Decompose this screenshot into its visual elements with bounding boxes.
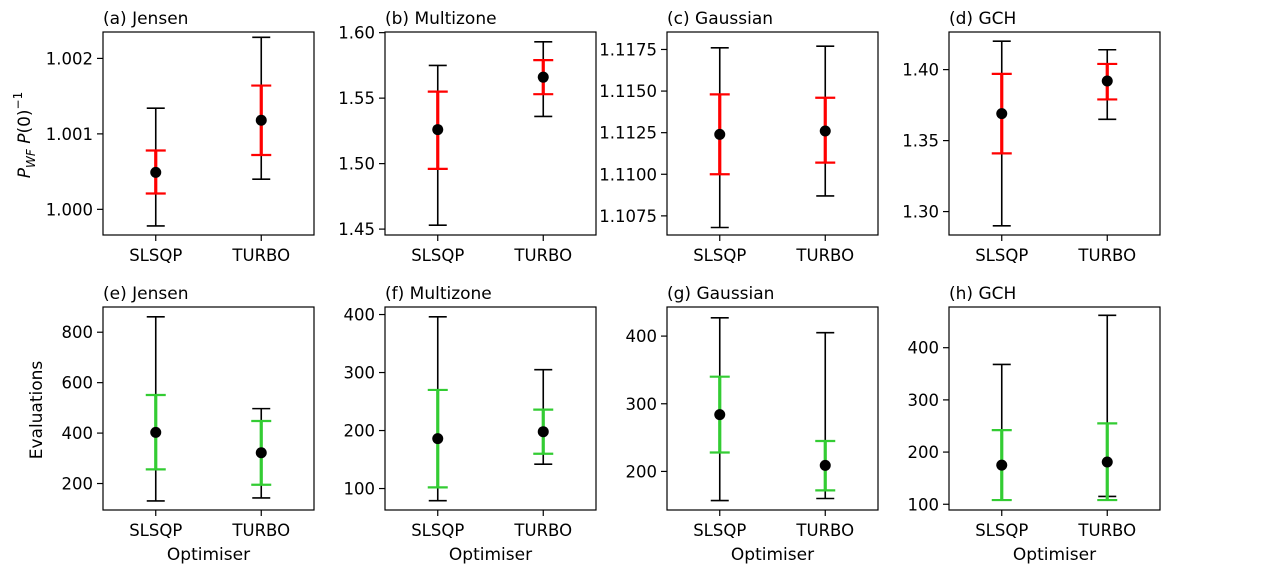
panel-title: (h) GCH — [949, 284, 1016, 304]
y-tick-label: 400 — [908, 339, 940, 358]
mean-point — [1101, 456, 1113, 468]
x-tick-label: TURBO — [1077, 521, 1136, 540]
mean-point — [150, 426, 162, 438]
mean-point — [432, 124, 444, 136]
mean-point — [1101, 75, 1113, 87]
mean-point — [255, 114, 267, 126]
panel-title: (c) Gaussian — [667, 9, 773, 29]
y-tick-label: 1.60 — [338, 24, 375, 43]
axes-frame — [948, 31, 1161, 236]
panel-7: (g) Gaussian 200 300 400 SLSQP TURBO Optimiser — [626, 284, 879, 565]
axes-frame — [666, 306, 879, 511]
y-tick-label: 1.1175 — [599, 40, 657, 59]
y-tick-label: 1.40 — [902, 61, 939, 80]
x-axis-label: Optimiser — [731, 545, 814, 565]
y-tick-label: 1.55 — [338, 89, 375, 108]
y-tick-label: 400 — [344, 306, 376, 325]
y-tick-label: 1.50 — [338, 155, 375, 174]
x-tick-label: TURBO — [795, 521, 854, 540]
panel-title: (e) Jensen — [103, 284, 188, 304]
x-tick-label: TURBO — [795, 246, 854, 265]
mean-point — [996, 459, 1008, 471]
y-tick-label: 1.35 — [902, 132, 939, 151]
panel-8: (h) GCH 100 200 300 400 SLSQP TURBO Optimiser — [908, 284, 1161, 565]
x-tick-label: TURBO — [231, 246, 290, 265]
y-tick-label: 200 — [908, 443, 940, 462]
panel-2: (b) Multizone 1.45 1.50 1.55 1.60 SLSQP TURBO — [338, 9, 597, 265]
y-tick-label: 100 — [908, 495, 940, 514]
y-tick-label: 300 — [908, 391, 940, 410]
y-tick-label: 200 — [626, 462, 658, 481]
y-tick-label: 200 — [344, 422, 376, 441]
x-axis-label: Optimiser — [449, 545, 532, 565]
mean-point — [714, 409, 726, 421]
y-tick-label: 100 — [344, 480, 376, 499]
y-tick-label: 1.45 — [338, 220, 375, 239]
y-tick-label: 1.000 — [46, 200, 93, 219]
mean-point — [537, 71, 549, 83]
mean-point — [537, 426, 549, 438]
x-tick-label: TURBO — [1077, 246, 1136, 265]
x-tick-label: SLSQP — [975, 521, 1028, 540]
panel-title: (b) Multizone — [385, 9, 497, 29]
mean-point — [714, 128, 726, 140]
axes-frame — [384, 31, 597, 236]
x-axis-label: Optimiser — [167, 545, 250, 565]
panel-5: (e) Jensen 200 400 600 800 SLSQP TURBO Optimise… — [62, 284, 315, 565]
x-tick-label: SLSQP — [975, 246, 1028, 265]
y-tick-label: 1.1150 — [599, 82, 657, 101]
mean-point — [150, 166, 162, 178]
x-tick-label: TURBO — [231, 521, 290, 540]
x-tick-label: SLSQP — [693, 246, 746, 265]
y-tick-label: 300 — [344, 364, 376, 383]
panel-6: (f) Multizone 100 200 300 400 SLSQP TURBO Optim… — [344, 284, 597, 565]
axes-frame — [102, 306, 315, 511]
x-tick-label: SLSQP — [693, 521, 746, 540]
x-tick-label: TURBO — [513, 521, 572, 540]
y-tick-label: 1.1100 — [599, 165, 657, 184]
y-tick-label: 300 — [626, 395, 658, 414]
x-tick-label: TURBO — [513, 246, 572, 265]
x-tick-label: SLSQP — [129, 521, 182, 540]
panel-title: (g) Gaussian — [667, 284, 774, 304]
y-tick-label: 200 — [62, 475, 94, 494]
y-tick-label: 1.002 — [46, 49, 93, 68]
mean-point — [819, 125, 831, 137]
axes-frame — [102, 31, 315, 236]
y-tick-label: 600 — [62, 374, 94, 393]
x-tick-label: SLSQP — [411, 246, 464, 265]
mean-point — [996, 108, 1008, 120]
y-tick-label: 1.1125 — [599, 124, 657, 143]
mean-point — [432, 433, 444, 445]
mean-point — [819, 459, 831, 471]
y-tick-label: 400 — [626, 327, 658, 346]
x-axis-label: Optimiser — [1013, 545, 1096, 565]
axes-frame — [384, 306, 597, 511]
panel-title: (a) Jensen — [103, 9, 188, 29]
panel-3: (c) Gaussian 1.1075 1.1100 1.1125 1.1150 1.11… — [599, 9, 879, 265]
axes-frame — [948, 306, 1161, 511]
panel-title: (d) GCH — [949, 9, 1016, 29]
panel-1: (a) Jensen 1.000 1.001 1.002 SLSQP TURBO — [46, 9, 315, 265]
axes-frame — [666, 31, 879, 236]
y-axis-label-evaluations: Evaluations — [27, 361, 47, 460]
panel-4: (d) GCH 1.30 1.35 1.40 SLSQP TURBO — [902, 9, 1161, 265]
y-tick-label: 1.1075 — [599, 207, 657, 226]
y-tick-label: 800 — [62, 323, 94, 342]
y-tick-label: 1.30 — [902, 203, 939, 222]
panel-title: (f) Multizone — [385, 284, 492, 304]
y-tick-label: 400 — [62, 424, 94, 443]
x-tick-label: SLSQP — [411, 521, 464, 540]
y-axis-label-power: PWF P(0)−1 — [11, 92, 38, 179]
y-tick-label: 1.001 — [46, 125, 93, 144]
mean-point — [255, 447, 267, 459]
x-tick-label: SLSQP — [129, 246, 182, 265]
